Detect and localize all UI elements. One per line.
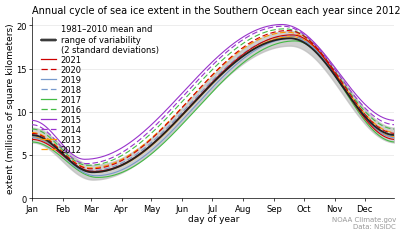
Y-axis label: extent (millions of square kilometers): extent (millions of square kilometers) — [6, 23, 14, 193]
Legend: 1981–2010 mean and
range of variability
(2 standard deviations), 2021, 2020, 201: 1981–2010 mean and range of variability … — [40, 24, 160, 156]
X-axis label: day of year: day of year — [188, 214, 239, 223]
Text: NOAA Climate.gov
Data: NSIDC: NOAA Climate.gov Data: NSIDC — [332, 216, 396, 229]
Text: Annual cycle of sea ice extent in the Southern Ocean each year since 2012: Annual cycle of sea ice extent in the So… — [32, 6, 400, 15]
